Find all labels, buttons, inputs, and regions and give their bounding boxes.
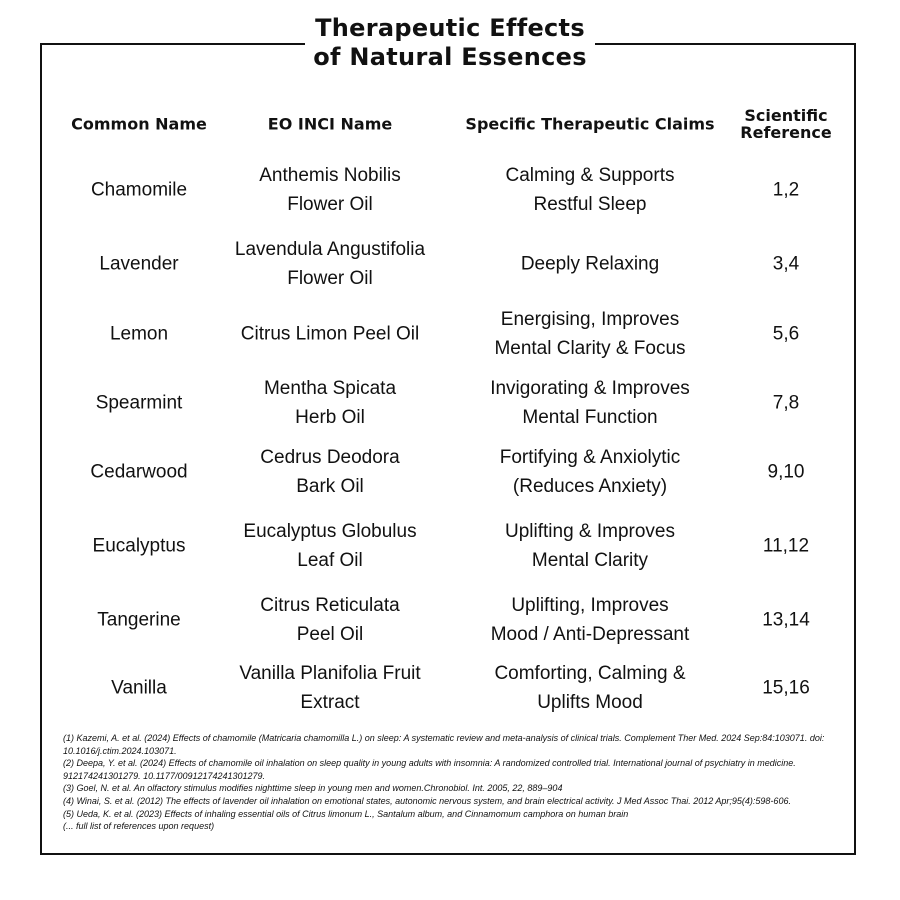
- table-cell: Eucalyptus Globulus Leaf Oil: [243, 517, 416, 575]
- table-cell-line: 11,12: [762, 535, 810, 557]
- table-cell-line: Mental Clarity & Focus: [494, 338, 686, 359]
- table-cell-line: (Reduces Anxiety): [512, 476, 668, 497]
- table-cell: Vanilla: [111, 674, 167, 703]
- table-cell: Deeply Relaxing: [521, 250, 659, 279]
- table-cell: 13,14: [762, 606, 810, 635]
- column-header-line: Specific Therapeutic Claims: [465, 114, 715, 134]
- column-header-line: Common Name: [71, 114, 207, 134]
- table-cell: Citrus Limon Peel Oil: [241, 320, 419, 349]
- table-cell-line: Flower Oil: [287, 268, 373, 289]
- table-cell-line: Calming & Supports: [505, 165, 675, 186]
- table-cell-line: Vanilla Planifolia Fruit: [239, 663, 421, 684]
- table-cell: Energising, Improves Mental Clarity & Foc…: [494, 305, 685, 363]
- table-cell: Fortifying & Anxiolytic (Reduces Anxiety): [500, 443, 681, 501]
- table-cell: Lavender: [99, 250, 178, 279]
- table-cell: Spearmint: [96, 389, 183, 418]
- table-cell-line: Extract: [300, 692, 360, 713]
- table-cell-line: Citrus Limon Peel Oil: [240, 323, 420, 345]
- table-cell: Chamomile: [91, 176, 187, 205]
- table-cell: 5,6: [773, 320, 799, 349]
- table-cell: Uplifting & Improves Mental Clarity: [505, 517, 675, 575]
- table-cell-line: Eucalyptus: [92, 535, 186, 557]
- table-cell-line: Uplifting & Improves: [504, 521, 676, 542]
- table-cell-line: Tangerine: [97, 609, 181, 631]
- table-cell-line: Fortifying & Anxiolytic: [499, 447, 681, 468]
- table-cell-line: Mental Function: [522, 407, 658, 428]
- title-line: Therapeutic Effects: [315, 14, 585, 42]
- table-cell: 15,16: [762, 674, 810, 703]
- table-cell: 7,8: [773, 389, 799, 418]
- references: (1) Kazemi, A. et al. (2024) Effects of …: [63, 732, 838, 833]
- table-cell: 11,12: [763, 532, 809, 561]
- table-cell: Cedarwood: [90, 458, 187, 487]
- column-header: EO INCI Name: [268, 116, 392, 133]
- table-cell-line: 15,16: [762, 677, 810, 699]
- table-cell: Vanilla Planifolia Fruit Extract: [239, 659, 420, 717]
- table-cell-line: Cedrus Deodora: [260, 447, 400, 468]
- table-cell: Comforting, Calming & Uplifts Mood: [494, 659, 685, 717]
- table-cell-line: 3,4: [772, 253, 800, 275]
- reference: (... full list of references upon reques…: [63, 821, 215, 832]
- table-cell-line: Leaf Oil: [297, 550, 363, 571]
- column-header: Specific Therapeutic Claims: [465, 116, 714, 133]
- table-cell-line: Deeply Relaxing: [520, 253, 660, 275]
- table-cell: Tangerine: [97, 606, 180, 635]
- table-cell: Mentha Spicata Herb Oil: [264, 374, 396, 432]
- table-cell: Eucalyptus: [93, 532, 186, 561]
- table-cell-line: Lavender: [99, 253, 179, 275]
- reference: (5) Ueda, K. et al. (2023) Effects of in…: [63, 808, 629, 819]
- table-cell-line: Comforting, Calming &: [494, 663, 686, 684]
- table-cell: 3,4: [773, 250, 799, 279]
- reference: (2) Deepa, Y. et al. (2024) Effects of c…: [63, 758, 796, 781]
- column-header: Common Name: [71, 116, 207, 133]
- table-cell-line: Peel Oil: [296, 624, 364, 645]
- table-cell-line: 1,2: [772, 179, 800, 201]
- column-header-line: EO INCI Name: [267, 114, 393, 134]
- table-cell: 9,10: [768, 458, 805, 487]
- reference: (1) Kazemi, A. et al. (2024) Effects of …: [63, 733, 825, 756]
- table-cell: Lavendula Angustifolia Flower Oil: [235, 235, 425, 293]
- table-cell-line: 5,6: [772, 323, 800, 345]
- table-cell-line: Flower Oil: [287, 194, 373, 215]
- table-cell-line: Citrus Reticulata: [260, 595, 400, 616]
- table-cell: Uplifting, Improves Mood / Anti-Depressan…: [491, 591, 690, 649]
- table-cell-line: Mentha Spicata: [263, 378, 397, 399]
- table-cell-line: 7,8: [772, 392, 800, 414]
- table-cell-line: Restful Sleep: [533, 194, 647, 215]
- column-header-line: Reference: [740, 123, 832, 142]
- table-cell-line: Bark Oil: [296, 476, 364, 497]
- table-cell: 1,2: [773, 176, 799, 205]
- column-header-line: Scientific: [744, 106, 828, 125]
- table-cell-line: Lavendula Angustifolia: [234, 239, 426, 260]
- table-cell: Calming & Supports Restful Sleep: [506, 161, 675, 219]
- table-cell-line: Lemon: [109, 323, 169, 345]
- table-cell-line: Uplifts Mood: [537, 692, 643, 713]
- reference: (4) Winai, S. et al. (2012) The effects …: [63, 795, 791, 806]
- table-cell-line: Spearmint: [95, 392, 183, 414]
- table-cell-line: Eucalyptus Globulus: [243, 521, 417, 542]
- table-cell: Anthemis Nobilis Flower Oil: [259, 161, 401, 219]
- table-cell-line: Vanilla: [111, 677, 167, 699]
- table-cell-line: 13,14: [762, 609, 810, 631]
- table-cell: Invigorating & Improves Mental Function: [490, 374, 690, 432]
- table-cell-line: Mental Clarity: [531, 550, 649, 571]
- table-cell-line: Anthemis Nobilis: [259, 165, 401, 186]
- table-cell-line: Mood / Anti-Depressant: [490, 624, 690, 645]
- title: Therapeutic Effects of Natural Essences: [305, 14, 595, 72]
- table-cell-line: Energising, Improves: [500, 309, 680, 330]
- table-cell-line: Uplifting, Improves: [511, 595, 669, 616]
- column-header: Scientific Reference: [740, 107, 831, 141]
- title-line: of Natural Essences: [313, 43, 587, 71]
- table-cell-line: 9,10: [767, 461, 805, 483]
- table-cell: Citrus Reticulata Peel Oil: [260, 591, 399, 649]
- table-cell-line: Herb Oil: [295, 407, 365, 428]
- reference: (3) Goel, N. et al. An olfactory stimulu…: [63, 783, 563, 794]
- table-cell-line: Invigorating & Improves: [490, 378, 690, 399]
- table-cell-line: Chamomile: [90, 179, 188, 201]
- table-cell-line: Cedarwood: [90, 461, 188, 483]
- table-cell: Cedrus Deodora Bark Oil: [260, 443, 399, 501]
- table-cell: Lemon: [110, 320, 168, 349]
